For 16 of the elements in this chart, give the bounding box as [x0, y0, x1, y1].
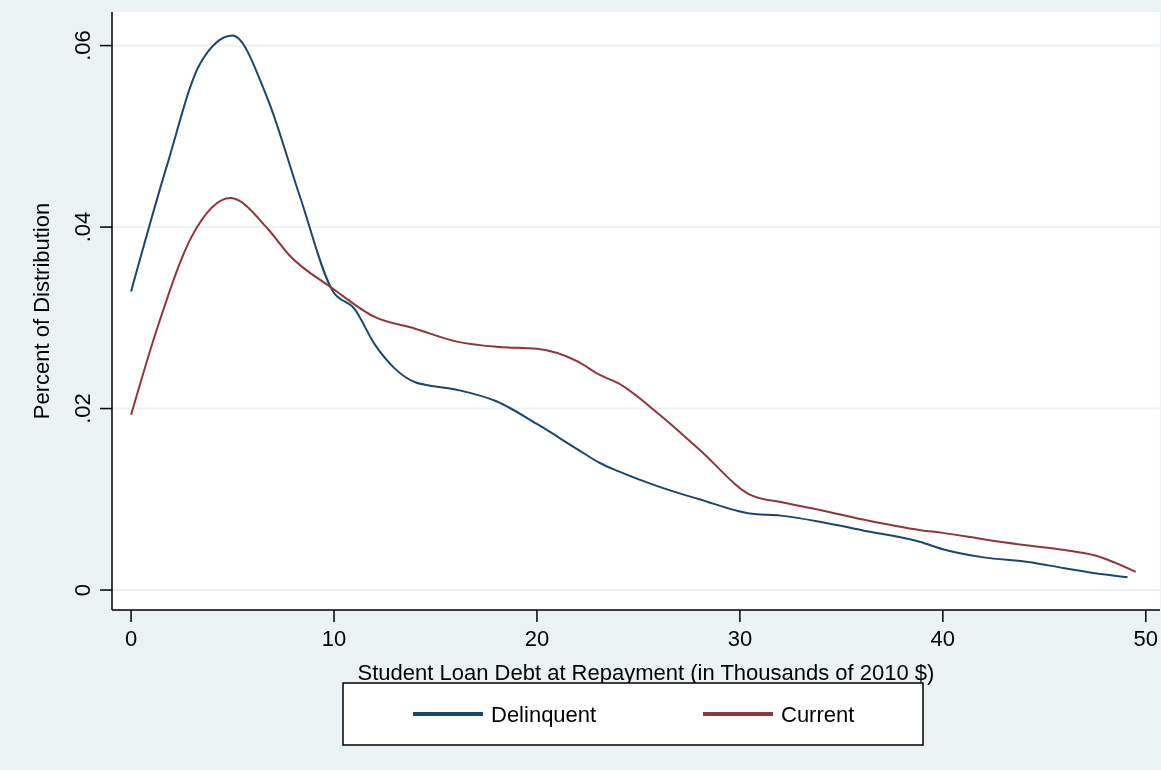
x-tick-label: 10 — [321, 626, 347, 651]
x-tick-label: 20 — [524, 626, 550, 651]
x-tick-label: 40 — [930, 626, 956, 651]
y-tick-label: .06 — [70, 30, 95, 61]
y-axis-title: Percent of Distribution — [29, 202, 54, 420]
x-tick-label: 30 — [727, 626, 753, 651]
line-series — [130, 197, 1137, 573]
y-tick-label: 0 — [70, 583, 95, 597]
x-tick-label: 50 — [1133, 626, 1159, 651]
legend-label: Delinquent — [491, 702, 597, 727]
x-axis-title: Student Loan Debt at Repayment (in Thousands of 2010 $) — [357, 660, 935, 685]
y-tick-label: .04 — [70, 211, 95, 243]
legend-label: Current — [781, 702, 855, 727]
line-series — [130, 34, 1129, 579]
y-tick-label: .02 — [70, 393, 95, 424]
x-tick-label: 0 — [124, 626, 138, 651]
